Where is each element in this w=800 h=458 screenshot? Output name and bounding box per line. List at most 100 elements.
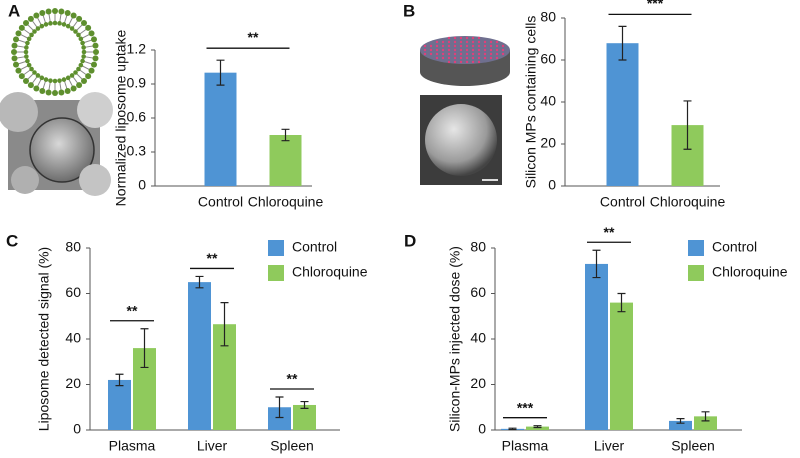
lipid-head (11, 42, 18, 49)
lipid-head (58, 8, 65, 15)
pore (423, 44, 427, 48)
liposome-micrograph (0, 92, 113, 196)
y-tick-label: 0 (138, 177, 146, 193)
y-tick-label: 40 (470, 330, 486, 346)
pore (459, 56, 463, 60)
panel-label: A (8, 1, 20, 20)
lipid-head (48, 21, 53, 26)
pore (453, 56, 457, 60)
lipid-head (25, 40, 30, 46)
lipid-head (92, 55, 99, 62)
pore (441, 48, 445, 52)
pore (495, 52, 499, 56)
lipid-head (76, 32, 81, 38)
lipid-head (92, 42, 99, 49)
panel-label: C (6, 231, 18, 250)
lipid-head (39, 75, 45, 81)
lipid-head (70, 85, 77, 92)
lipid-head (52, 20, 58, 26)
pore (495, 56, 499, 60)
y-tick-label: 40 (540, 93, 556, 109)
pore (447, 52, 451, 56)
bar (293, 404, 316, 430)
lipid-head (70, 12, 77, 19)
pore (453, 60, 457, 64)
y-tick-label: 40 (65, 330, 81, 346)
bar (108, 379, 131, 430)
lipid-head (25, 58, 30, 64)
pore (477, 56, 481, 60)
x-tick-label: Control (198, 194, 243, 210)
y-tick-label: 20 (540, 135, 556, 151)
x-tick-label: Liver (197, 438, 228, 454)
significance-label: *** (647, 0, 664, 11)
legend-swatch (688, 240, 704, 256)
legend-label: Chloroquine (712, 264, 788, 280)
error-bar (533, 425, 542, 429)
lipid-head (27, 82, 34, 89)
pore (465, 48, 469, 52)
lipid-head (45, 8, 52, 15)
error-bar (618, 25, 627, 61)
lipid-head (76, 66, 81, 72)
pore (483, 52, 487, 56)
error-bar (140, 328, 149, 369)
pore (465, 60, 469, 64)
pore (477, 44, 481, 48)
pore (483, 44, 487, 48)
y-axis-label: Silicon MPs containing cells (523, 16, 539, 189)
lipid-head (39, 23, 45, 29)
pore (501, 48, 505, 52)
pore (483, 48, 487, 52)
pore (447, 36, 451, 40)
pore (477, 36, 481, 40)
pore (459, 60, 463, 64)
y-tick-label: 80 (65, 239, 81, 255)
pore (441, 56, 445, 60)
pore (465, 52, 469, 56)
y-axis-label: Silicon-MPs injected dose (%) (447, 246, 463, 432)
lipid-head (43, 77, 49, 82)
lipid-head (69, 73, 75, 78)
pore (465, 40, 469, 44)
bar (133, 348, 156, 430)
legend-label: Chloroquine (292, 264, 368, 280)
pore (441, 44, 445, 48)
pore (453, 48, 457, 52)
legend-label: Control (292, 239, 337, 255)
pore (453, 40, 457, 44)
lipid-head (52, 90, 58, 96)
error-bar (683, 100, 692, 150)
microparticle-illustration (420, 36, 510, 86)
lipid-head (23, 20, 30, 27)
bar (268, 407, 291, 430)
y-tick-label: 20 (65, 375, 81, 391)
pore (429, 44, 433, 48)
lipid-head (11, 49, 17, 55)
pore (435, 52, 439, 56)
y-tick-label: 0 (548, 177, 556, 193)
panel-label: B (403, 1, 415, 20)
pore (459, 40, 463, 44)
pore (477, 52, 481, 56)
lipid-head (52, 78, 58, 84)
y-axis-label: Liposome detected signal (%) (36, 247, 52, 431)
lipid-head (26, 62, 32, 68)
x-tick-label: Liver (594, 438, 625, 454)
y-axis-label: Normalized liposome uptake (113, 29, 129, 206)
pore (447, 60, 451, 64)
lipid-head (32, 29, 37, 34)
error-bar (275, 396, 284, 419)
lipid-head (90, 61, 97, 68)
lipid-head (24, 54, 29, 59)
pore (471, 52, 475, 56)
pore (471, 56, 475, 60)
y-tick-label: 20 (470, 375, 486, 391)
bar (526, 426, 549, 430)
pore (483, 40, 487, 44)
pore (447, 44, 451, 48)
lipid-head (78, 36, 84, 42)
lipid-head (81, 54, 86, 59)
pore (453, 44, 457, 48)
